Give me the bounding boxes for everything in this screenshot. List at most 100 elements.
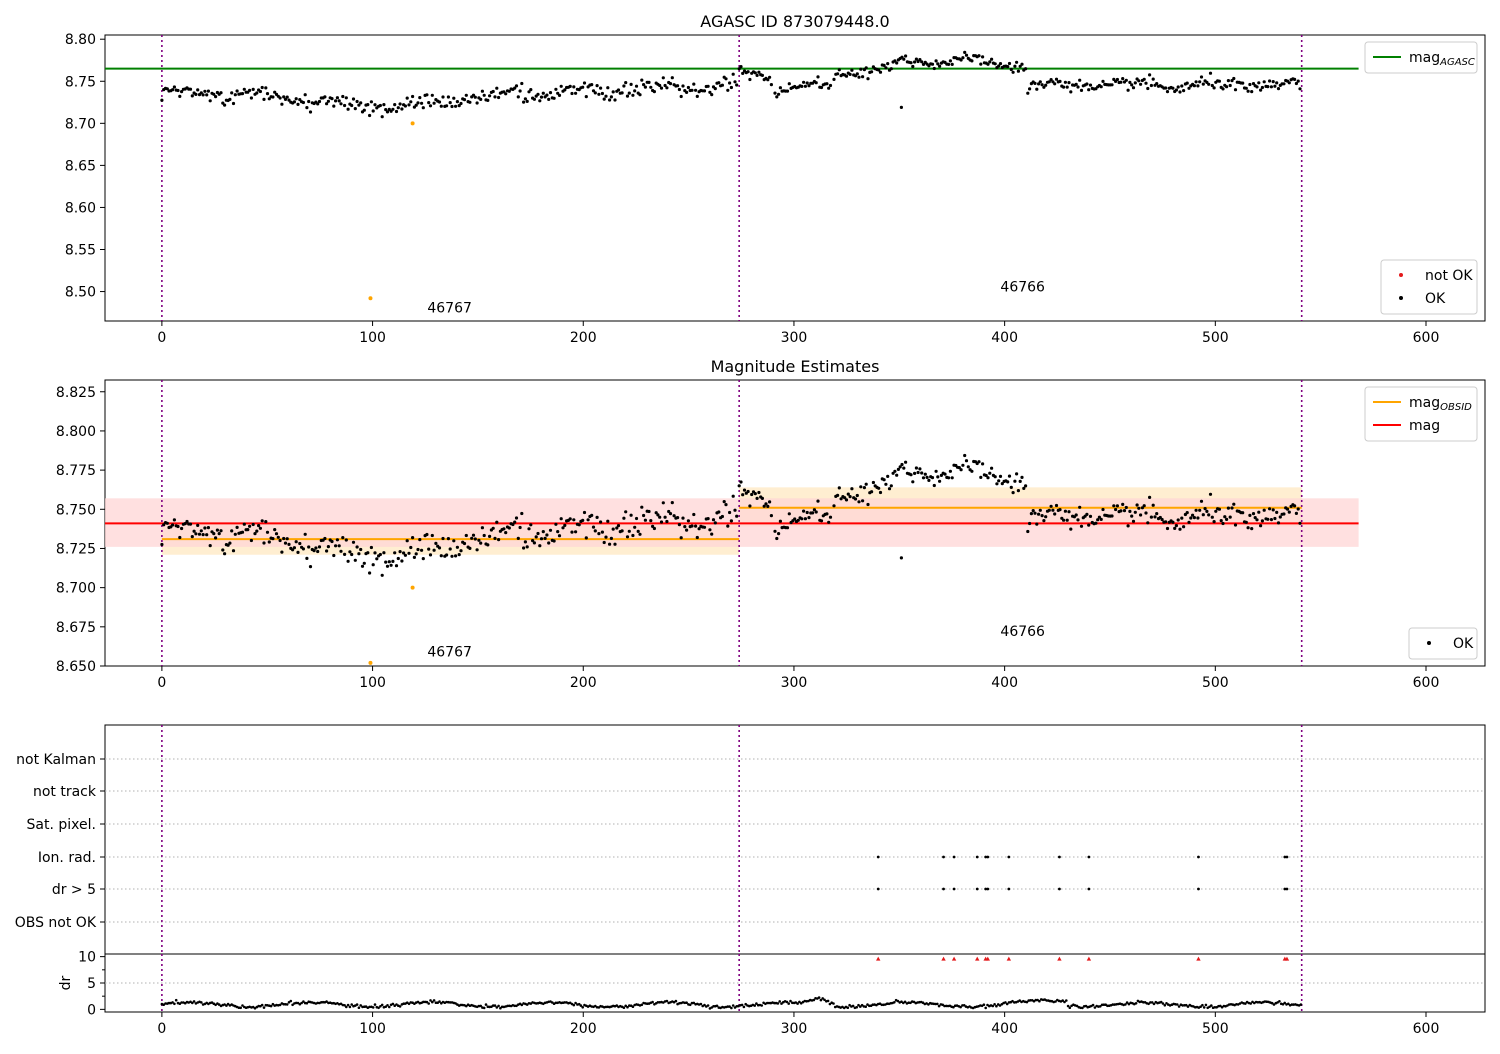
- dr-point: [300, 1001, 303, 1005]
- ok-point: [1201, 82, 1205, 86]
- ok-point: [285, 95, 289, 99]
- ok-point: [800, 84, 804, 88]
- ok-point: [627, 91, 631, 95]
- ok-point: [964, 459, 969, 463]
- x-tick-label: 300: [781, 675, 808, 691]
- ok-point: [258, 89, 262, 94]
- dr-point: [1061, 999, 1064, 1002]
- ok-point: [1062, 85, 1066, 89]
- flag-point: [1283, 887, 1287, 891]
- flag-point: [876, 887, 880, 891]
- ok-point: [961, 463, 965, 467]
- ok-point: [215, 528, 219, 532]
- ok-point: [1217, 79, 1221, 83]
- ok-point: [396, 106, 400, 110]
- ok-point: [411, 536, 415, 540]
- ok-point: [1262, 508, 1266, 512]
- ok-point: [1076, 85, 1080, 89]
- ok-point: [943, 472, 947, 476]
- ok-point: [1250, 527, 1254, 531]
- dr-point: [1025, 1000, 1029, 1004]
- dr-point: [1149, 1001, 1152, 1004]
- ok-point: [1007, 61, 1012, 66]
- ok-point: [539, 537, 544, 541]
- flag-point: [975, 855, 979, 859]
- dr-point: [491, 1004, 495, 1007]
- ok-point: [271, 537, 275, 541]
- ok-point: [902, 57, 906, 61]
- ok-point: [450, 104, 454, 109]
- ok-point: [219, 91, 223, 95]
- flag-category-label: not track: [33, 784, 97, 800]
- ok-point: [702, 525, 707, 529]
- ok-point: [902, 466, 906, 470]
- ok-point: [764, 502, 768, 506]
- ok-point: [1096, 518, 1100, 522]
- obsid-label: 46766: [1000, 280, 1045, 296]
- ok-point: [1228, 515, 1232, 519]
- ok-point: [1174, 88, 1178, 92]
- ok-point: [480, 89, 484, 93]
- ok-point: [889, 67, 893, 71]
- ok-point: [778, 86, 783, 90]
- ok-point: [850, 487, 854, 491]
- ok-point: [884, 482, 888, 486]
- ok-point: [1115, 504, 1119, 508]
- ok-point: [611, 90, 615, 94]
- ok-point: [828, 83, 833, 88]
- flag-category-label: OBS not OK: [15, 915, 97, 931]
- ok-point: [165, 87, 169, 91]
- ok-point: [995, 482, 999, 486]
- ok-point: [1248, 513, 1252, 518]
- dr-point: [225, 1004, 228, 1007]
- dr-point: [1270, 1001, 1274, 1005]
- ok-point: [160, 542, 164, 547]
- ok-point: [287, 542, 291, 547]
- dr-point: [554, 1001, 558, 1005]
- ok-point: [722, 500, 726, 504]
- ok-point: [670, 76, 674, 80]
- ok-point: [839, 497, 843, 501]
- ok-point: [710, 532, 714, 536]
- ok-point: [368, 113, 372, 118]
- ok-point: [180, 526, 184, 531]
- dr-point: [753, 1004, 756, 1007]
- ok-point: [1285, 507, 1290, 511]
- clipped-dr-marker: [985, 956, 990, 961]
- ok-point: [502, 527, 506, 531]
- dr-point: [1111, 1003, 1115, 1006]
- ok-point: [402, 551, 406, 555]
- ok-point: [629, 513, 633, 517]
- ok-point: [523, 540, 528, 544]
- ok-point: [335, 538, 339, 542]
- dr-point: [269, 1004, 273, 1008]
- ok-point: [938, 64, 942, 68]
- dr-point: [325, 1000, 328, 1003]
- dr-point: [1204, 1003, 1208, 1007]
- ok-point: [708, 90, 712, 94]
- ok-point: [1006, 65, 1010, 69]
- ok-point: [726, 524, 730, 528]
- ok-point: [793, 517, 797, 521]
- ok-point: [298, 541, 302, 546]
- ok-point: [529, 88, 533, 92]
- ok-point: [713, 87, 717, 91]
- ok-point: [454, 104, 458, 108]
- dr-point: [1065, 999, 1068, 1002]
- ok-point: [488, 534, 492, 539]
- ok-point: [1112, 504, 1116, 508]
- ok-point: [871, 480, 876, 485]
- ok-point: [536, 531, 540, 536]
- dr-point: [574, 1001, 577, 1005]
- ok-point: [769, 514, 774, 518]
- ok-point: [1298, 87, 1302, 91]
- ok-point: [647, 80, 651, 84]
- ok-point: [773, 529, 777, 533]
- ok-point: [346, 107, 350, 111]
- dr-point: [993, 1003, 996, 1006]
- ok-point: [1099, 85, 1103, 89]
- dr-point: [665, 999, 669, 1003]
- ok-point: [887, 487, 892, 491]
- ok-point: [248, 88, 252, 92]
- ok-point: [1058, 508, 1062, 512]
